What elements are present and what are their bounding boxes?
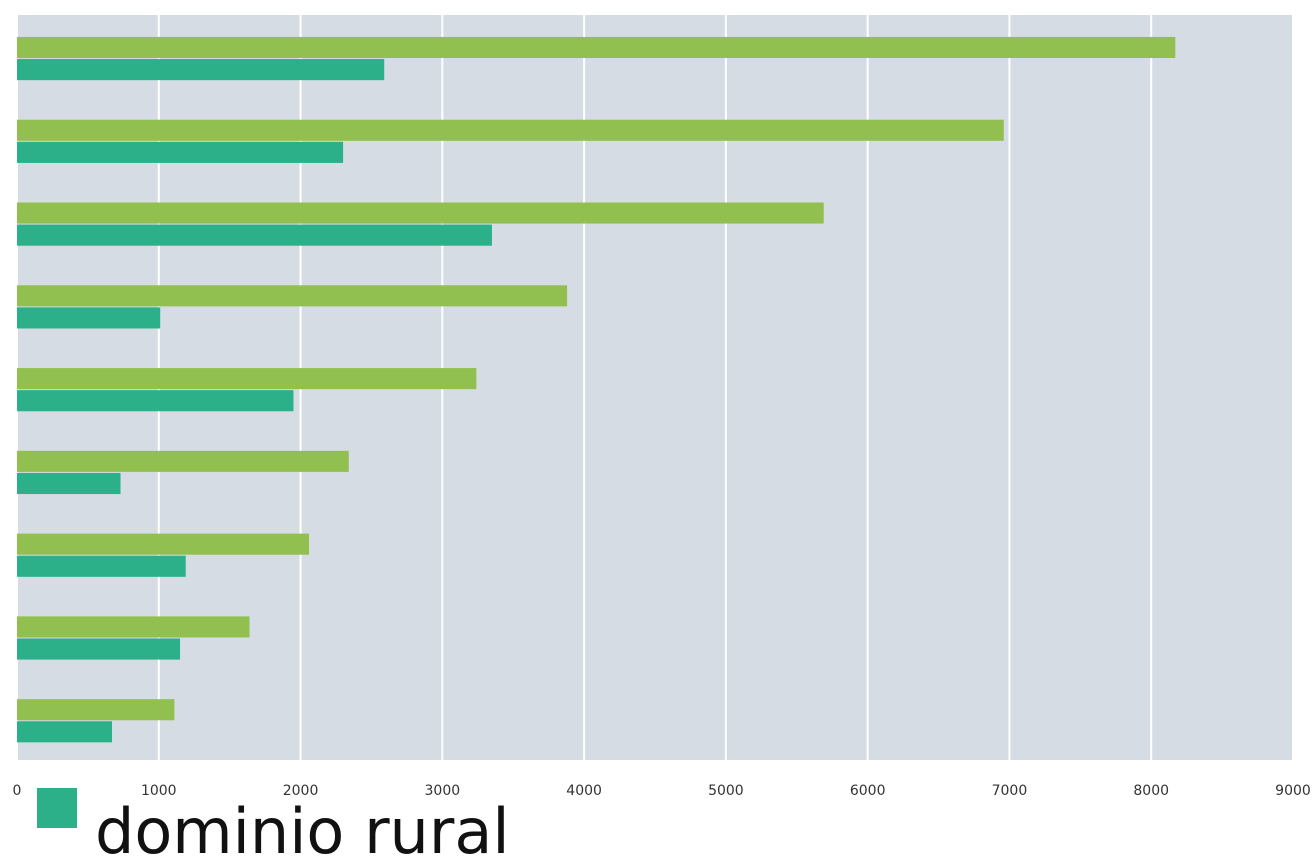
bar — [17, 141, 344, 163]
bar — [17, 638, 181, 660]
x-tick-label: 1000 — [141, 783, 177, 799]
bar — [17, 616, 250, 638]
bar — [17, 533, 310, 555]
bar — [17, 119, 1004, 141]
bar — [17, 699, 175, 721]
x-tick-label: 9000 — [1275, 783, 1311, 799]
x-tick-label: 2000 — [283, 783, 319, 799]
bar — [17, 721, 112, 743]
bar — [17, 390, 294, 412]
bar — [17, 472, 121, 495]
bar — [17, 36, 1176, 59]
x-tick-label: 6000 — [850, 783, 886, 799]
bar — [17, 555, 186, 577]
x-tick-label: 8000 — [1133, 783, 1169, 799]
bar — [17, 307, 161, 329]
bar — [17, 224, 492, 246]
bar — [17, 450, 349, 472]
bar — [17, 368, 477, 390]
legend-label: dominio rural — [95, 795, 510, 863]
x-tick-label: 4000 — [566, 783, 602, 799]
legend-swatch — [37, 788, 77, 828]
bar — [17, 285, 568, 307]
bar — [17, 202, 824, 224]
x-tick-label: 5000 — [708, 783, 744, 799]
bar — [17, 59, 385, 81]
x-tick-label: 0 — [13, 783, 22, 799]
x-tick-label: 3000 — [425, 783, 461, 799]
x-tick-label: 7000 — [992, 783, 1028, 799]
